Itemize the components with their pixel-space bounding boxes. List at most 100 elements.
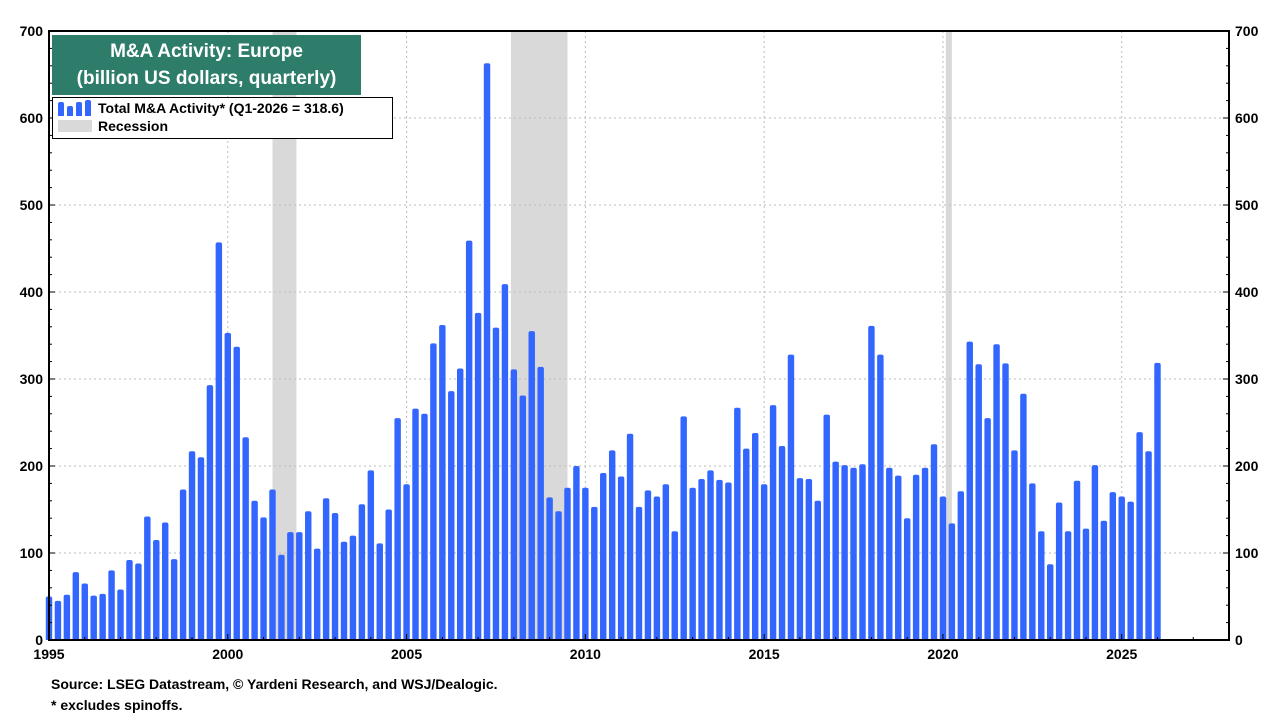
y-tick-label-left-1: 100 xyxy=(20,545,44,561)
y-tick-label-right-0: 0 xyxy=(1235,632,1243,648)
bar-65 xyxy=(626,433,634,640)
recession-band-2 xyxy=(945,31,952,640)
bar-102 xyxy=(957,491,965,640)
bar-78 xyxy=(743,448,750,640)
bar-47 xyxy=(465,240,473,641)
bar-124 xyxy=(1154,362,1161,640)
x-tick-label-1: 2000 xyxy=(212,646,243,662)
bar-99 xyxy=(930,444,938,640)
bar-32 xyxy=(331,512,339,640)
bar-54 xyxy=(528,331,535,640)
bar-40 xyxy=(403,484,410,640)
bar-94 xyxy=(886,467,893,640)
bar-106 xyxy=(993,344,1000,640)
x-tick-label-6: 2025 xyxy=(1106,646,1137,662)
recession-band-0 xyxy=(272,31,297,640)
bar-48 xyxy=(474,312,482,640)
bar-100 xyxy=(939,496,947,640)
x-tick-label-5: 2020 xyxy=(927,646,958,662)
bar-75 xyxy=(716,479,723,640)
bar-86 xyxy=(814,500,822,640)
bar-13 xyxy=(161,522,169,640)
bar-73 xyxy=(698,479,705,640)
bar-108 xyxy=(1011,450,1018,640)
legend: Total M&A Activity* (Q1-2026 = 318.6) Re… xyxy=(52,97,393,139)
y-tick-label-right-4: 400 xyxy=(1235,284,1259,300)
bar-111 xyxy=(1038,531,1045,640)
bar-71 xyxy=(680,416,687,640)
bar-36 xyxy=(367,470,375,640)
bar-49 xyxy=(483,63,491,640)
bar-90 xyxy=(850,467,857,640)
y-tick-label-left-7: 700 xyxy=(20,23,44,39)
bar-38 xyxy=(385,509,392,640)
bar-21 xyxy=(233,346,240,640)
bar-109 xyxy=(1020,393,1027,640)
chart-subtitle: (billion US dollars, quarterly) xyxy=(76,68,337,89)
x-tick-label-0: 1995 xyxy=(33,646,64,662)
y-tick-label-left-2: 200 xyxy=(20,458,44,474)
bar-92 xyxy=(868,325,875,640)
bar-119 xyxy=(1109,492,1117,640)
bar-18 xyxy=(206,385,214,640)
legend-bars-swatch-icon xyxy=(58,100,92,116)
bar-60 xyxy=(582,487,589,640)
bar-103 xyxy=(966,341,973,640)
bar-17 xyxy=(197,457,205,640)
x-tick-label-2: 2005 xyxy=(391,646,422,662)
bar-46 xyxy=(456,368,464,640)
bar-22 xyxy=(242,437,249,640)
bar-115 xyxy=(1073,480,1081,640)
y-tick-label-right-2: 200 xyxy=(1235,458,1259,474)
bar-24 xyxy=(260,517,267,640)
bar-15 xyxy=(179,489,187,640)
bar-51 xyxy=(501,284,509,640)
y-tick-label-left-4: 400 xyxy=(20,284,44,300)
bar-104 xyxy=(975,364,982,640)
bar-116 xyxy=(1082,528,1090,640)
bar-69 xyxy=(662,484,670,640)
bar-8 xyxy=(117,589,124,640)
bar-14 xyxy=(170,559,178,640)
bar-6 xyxy=(99,593,106,640)
bar-82 xyxy=(778,445,786,640)
bar-110 xyxy=(1029,483,1036,640)
bar-77 xyxy=(734,407,741,640)
bar-9 xyxy=(126,559,133,640)
chart-title-box: M&A Activity: Europe (billion US dollars… xyxy=(52,35,361,95)
bar-28 xyxy=(296,532,303,640)
bar-30 xyxy=(313,548,321,640)
bar-63 xyxy=(608,450,616,640)
y-tick-label-left-0: 0 xyxy=(35,632,43,648)
bar-1 xyxy=(54,600,62,640)
bar-83 xyxy=(787,354,795,640)
bar-105 xyxy=(984,418,991,640)
y-tick-label-right-5: 500 xyxy=(1235,197,1259,213)
bar-81 xyxy=(769,405,777,640)
y-tick-label-right-7: 700 xyxy=(1235,23,1259,39)
y-tick-label-right-6: 600 xyxy=(1235,110,1259,126)
bar-7 xyxy=(108,570,115,640)
bar-44 xyxy=(439,325,446,640)
bar-121 xyxy=(1127,501,1134,640)
bar-39 xyxy=(394,418,401,640)
y-tick-label-left-3: 300 xyxy=(20,371,44,387)
bar-53 xyxy=(519,395,527,640)
bar-64 xyxy=(617,476,625,640)
bar-88 xyxy=(832,461,839,640)
bar-93 xyxy=(877,354,884,640)
bar-25 xyxy=(269,489,276,640)
y-tick-label-right-3: 300 xyxy=(1235,371,1259,387)
bar-2 xyxy=(63,594,71,640)
bar-50 xyxy=(492,327,500,640)
bar-61 xyxy=(591,506,598,640)
bar-43 xyxy=(430,343,437,640)
bar-35 xyxy=(358,504,366,640)
bar-45 xyxy=(448,391,455,640)
bar-10 xyxy=(135,563,142,640)
bar-26 xyxy=(278,554,285,640)
bar-33 xyxy=(340,541,348,640)
bar-52 xyxy=(510,369,518,640)
bar-113 xyxy=(1055,502,1063,640)
source-note: Source: LSEG Datastream, © Yardeni Resea… xyxy=(51,676,498,692)
